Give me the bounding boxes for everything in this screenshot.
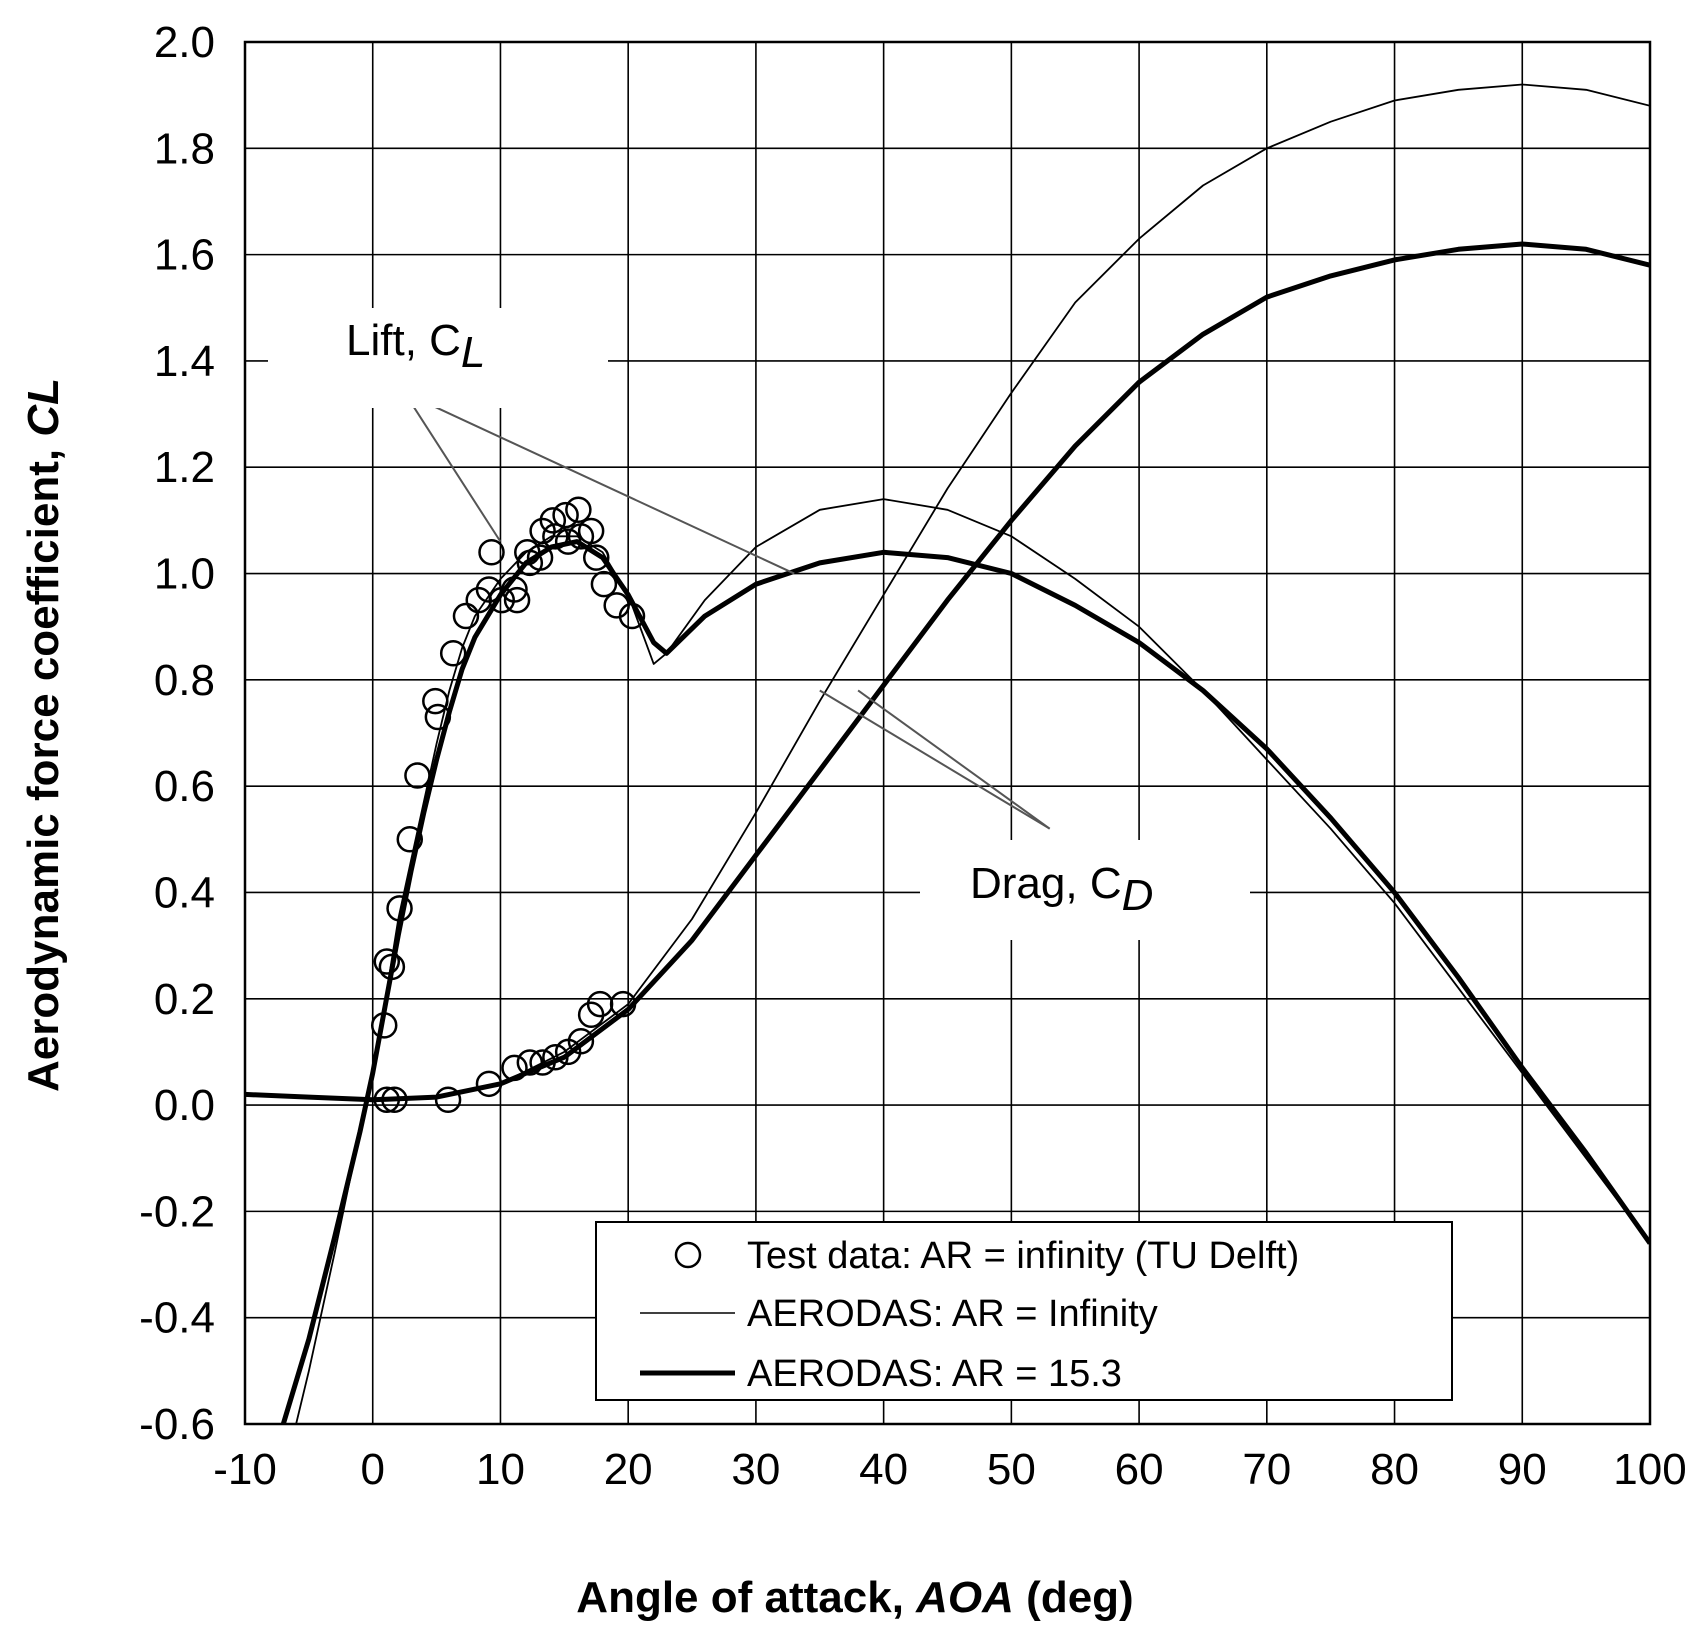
data-point [526,544,554,571]
y-tick-label: 0.2 [154,975,215,1024]
x-axis-label: Angle of attack, [576,1573,904,1622]
data-point [404,762,431,789]
lift-leader-line-0 [403,392,502,543]
data-point [552,501,579,529]
drag-leader-line-1 [857,689,1051,830]
x-tick-label: 90 [1498,1445,1547,1494]
x-tick-label: 10 [476,1445,525,1494]
y-tick-label: 1.8 [154,124,215,173]
data-point [439,640,467,667]
x-tick-label: 60 [1115,1445,1164,1494]
data-point [373,948,401,975]
annotation-layer [403,391,1051,830]
x-tick-label: 70 [1242,1445,1291,1494]
x-tick-label: -10 [213,1445,277,1494]
legend-entry-ar-15-3: AERODAS: AR = 15.3 [747,1353,1122,1395]
y-tick-label: 0.6 [154,762,215,811]
series-line-4 [245,83,1650,1101]
x-axis-unit: (deg) [1026,1573,1134,1622]
drag-annotation-label: Drag, CD [970,859,1153,920]
x-tick-label: 100 [1613,1445,1686,1494]
drag-leader-line-0 [819,689,1051,830]
legend-marker-symbol [674,1241,702,1269]
y-tick-label: 1.6 [154,231,215,280]
plot-frame [243,40,1652,1426]
data-point [577,517,605,545]
data-point [583,544,610,571]
x-tick-label: 50 [987,1445,1036,1494]
tick-labels: -0.6 -0.4 -0.2 0.0 0.2 0.4 0.6 0.8 1.0 1.2 1.4 1.6 1… [139,18,1687,1494]
lift-annotation-label: Lift, CL [346,316,485,377]
y-tick-label: 1.4 [154,337,215,386]
data-point [452,602,480,630]
x-tick-label: 40 [859,1445,908,1494]
y-tick-label: -0.2 [139,1187,215,1236]
data-point [565,496,592,524]
legend-box [595,1221,1453,1401]
data-point [586,990,614,1018]
series-layer [245,83,1650,1424]
legend: Test data: AR = infinity (TU Delft) AERO… [595,1221,1453,1401]
data-point [396,826,424,853]
x-axis-variable: AOA [915,1573,1014,1622]
y-tick-label: 0.8 [154,656,215,705]
y-tick-label: 0.0 [154,1081,215,1130]
lift-label-background [268,308,608,408]
series-line-5 [245,241,1650,1103]
y-axis-label: Aerodynamic force coefficient, [19,449,68,1092]
y-axis-variable: CL [19,378,68,437]
y-tick-label: -0.6 [139,1400,215,1449]
drag-label-background [920,840,1250,940]
x-tick-label: 80 [1370,1445,1419,1494]
data-point [577,1001,605,1028]
series-line-3 [280,539,1650,1424]
x-axis-title: Angle of attack, AOA (deg) [576,1573,1133,1622]
grid [244,41,1651,1425]
data-point [567,1028,595,1055]
data-point [590,570,618,598]
y-axis-title: Aerodynamic force coefficient, CL [19,378,68,1092]
x-tick-label: 30 [731,1445,780,1494]
y-tick-label: 0.4 [154,868,215,917]
y-tick-label: -0.4 [139,1294,215,1343]
y-tick-label: 1.2 [154,443,215,492]
lift-leader-line-1 [404,391,795,575]
legend-entry-test-data: Test data: AR = infinity (TU Delft) [747,1235,1299,1277]
data-point [539,507,567,534]
axes [243,40,1652,1426]
data-point [422,687,449,715]
y-tick-label: 1.0 [154,550,215,599]
data-point [503,586,531,614]
x-tick-label: 20 [604,1445,653,1494]
data-point [478,539,505,566]
legend-entry-ar-infinity: AERODAS: AR = Infinity [747,1293,1158,1335]
y-tick-label: 2.0 [154,18,215,67]
x-tick-label: 0 [360,1445,384,1494]
data-point [434,1086,462,1114]
